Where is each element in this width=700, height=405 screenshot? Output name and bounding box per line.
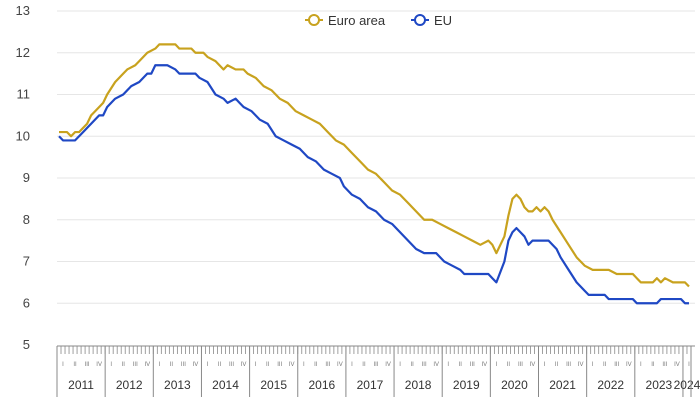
- quarter-label: III: [133, 362, 138, 368]
- quarter-label: I: [255, 362, 257, 368]
- quarter-label: I: [544, 362, 546, 368]
- legend[interactable]: Euro area EU: [305, 13, 452, 28]
- y-tick-label: 8: [23, 212, 30, 227]
- quarter-label: I: [447, 362, 449, 368]
- quarter-label: I: [158, 362, 160, 368]
- year-label: 2022: [597, 378, 624, 392]
- year-label: 2021: [549, 378, 576, 392]
- year-label: 2017: [357, 378, 384, 392]
- quarter-label: II: [170, 362, 174, 368]
- quarter-label: III: [325, 362, 330, 368]
- quarter-label: IV: [385, 362, 391, 368]
- quarter-label: IV: [241, 362, 247, 368]
- quarter-label: IV: [433, 362, 439, 368]
- quarter-label: II: [266, 362, 270, 368]
- year-label: 2023: [646, 378, 673, 392]
- quarter-label: II: [410, 362, 414, 368]
- y-tick-label: 12: [16, 45, 30, 60]
- year-label: 2019: [453, 378, 480, 392]
- quarter-label: III: [614, 362, 619, 368]
- quarter-label: II: [507, 362, 511, 368]
- series-line-eu: [58, 64, 689, 305]
- quarter-label: III: [470, 362, 475, 368]
- y-tick-label: 11: [17, 87, 31, 102]
- legend-marker-icon: [308, 14, 320, 26]
- series-line-euro-area: [59, 43, 690, 288]
- quarter-label: IV: [96, 362, 102, 368]
- legend-marker-icon: [414, 14, 426, 26]
- year-label: 2012: [116, 378, 143, 392]
- quarter-label: I: [592, 362, 594, 368]
- year-label: 2020: [501, 378, 528, 392]
- year-label: 2024: [674, 378, 700, 392]
- quarter-label: I: [496, 362, 498, 368]
- legend-label: Euro area: [328, 13, 386, 28]
- year-label: 2016: [308, 378, 335, 392]
- quarter-label: III: [85, 362, 90, 368]
- quarter-label: IV: [193, 362, 199, 368]
- quarter-label: III: [566, 362, 571, 368]
- quarter-label: II: [73, 362, 77, 368]
- y-tick-label: 10: [16, 128, 30, 143]
- quarter-label: II: [122, 362, 126, 368]
- y-axis-tick-labels: 5 6 7 8 9 10 11 12 13: [16, 3, 30, 352]
- quarter-label: IV: [289, 362, 295, 368]
- series-lines: [58, 43, 690, 305]
- quarter-label: I: [688, 362, 690, 368]
- quarter-label: IV: [530, 362, 536, 368]
- quarter-label: III: [229, 362, 234, 368]
- quarter-label: III: [662, 362, 667, 368]
- quarter-label: IV: [337, 362, 343, 368]
- quarter-label: I: [640, 362, 642, 368]
- quarter-label: II: [218, 362, 222, 368]
- y-tick-label: 6: [23, 295, 30, 310]
- quarter-label: I: [303, 362, 305, 368]
- legend-item-euro-area[interactable]: Euro area: [305, 13, 386, 28]
- quarter-label: I: [110, 362, 112, 368]
- quarter-label: II: [603, 362, 607, 368]
- year-label: 2013: [164, 378, 191, 392]
- year-label: 2011: [68, 378, 94, 392]
- y-tick-label: 13: [16, 3, 30, 18]
- quarter-label: III: [373, 362, 378, 368]
- quarter-label: I: [399, 362, 401, 368]
- quarter-label: IV: [144, 362, 150, 368]
- quarter-label: II: [459, 362, 463, 368]
- quarter-label: IV: [482, 362, 488, 368]
- year-label: 2018: [405, 378, 432, 392]
- quarter-label: II: [651, 362, 655, 368]
- quarter-label: II: [555, 362, 559, 368]
- y-tick-label: 7: [23, 254, 30, 269]
- y-tick-label: 9: [23, 170, 30, 185]
- quarter-label: II: [314, 362, 318, 368]
- quarter-label: III: [518, 362, 523, 368]
- quarter-label: I: [62, 362, 64, 368]
- quarter-label: III: [277, 362, 282, 368]
- legend-item-eu[interactable]: EU: [411, 13, 452, 28]
- year-label: 2014: [212, 378, 239, 392]
- quarter-label: IV: [674, 362, 680, 368]
- quarter-label: I: [207, 362, 209, 368]
- quarter-label: I: [351, 362, 353, 368]
- gridlines: [57, 10, 695, 304]
- quarter-label: II: [362, 362, 366, 368]
- quarter-label: III: [422, 362, 427, 368]
- quarter-label: IV: [578, 362, 584, 368]
- legend-label: EU: [434, 13, 452, 28]
- year-label: 2015: [260, 378, 287, 392]
- quarter-label: III: [181, 362, 186, 368]
- y-tick-label: 5: [23, 337, 30, 352]
- quarter-label: IV: [626, 362, 632, 368]
